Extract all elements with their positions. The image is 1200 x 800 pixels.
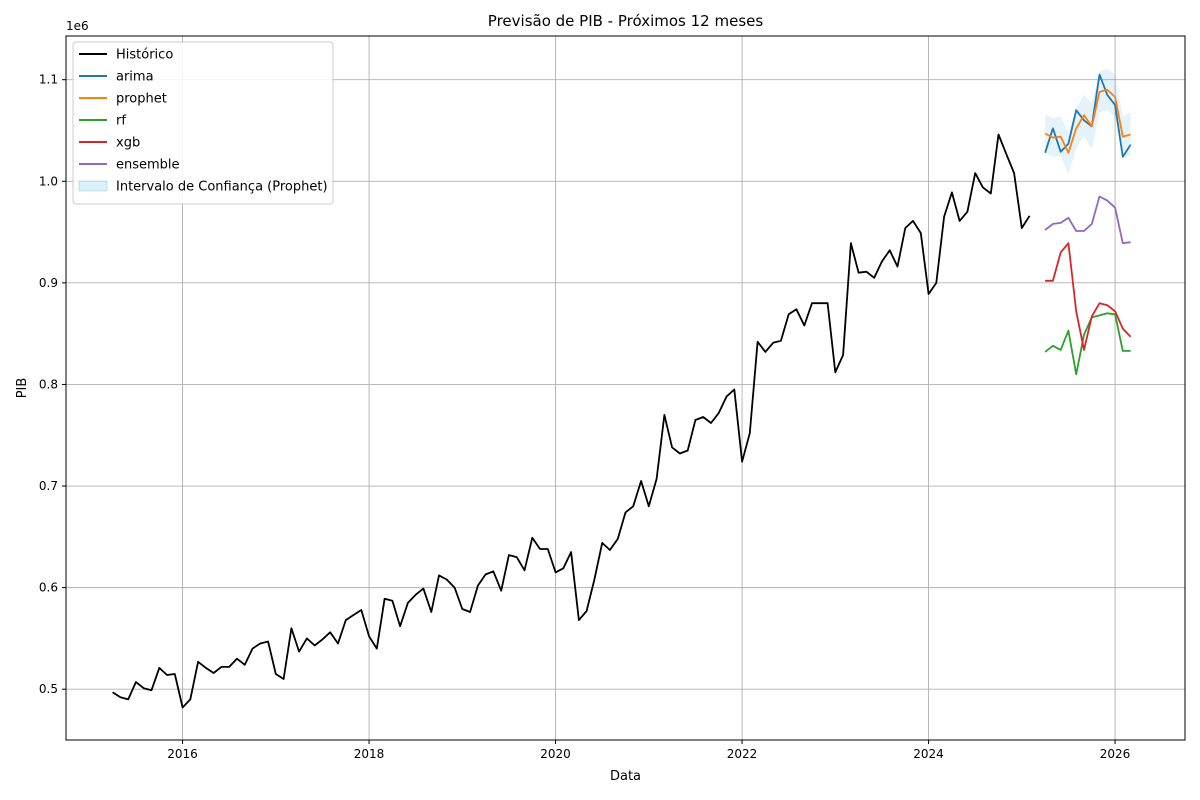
x-tick-label: 2016: [167, 747, 198, 761]
x-axis-title: Data: [610, 769, 641, 784]
x-axis-ticks: 2016 2018 2020 2022 2024 2026: [167, 740, 1130, 761]
series-line-historico: [112, 133, 1031, 709]
y-tick-label: 0.8: [39, 377, 58, 391]
y-tick-label: 1.0: [39, 174, 58, 188]
y-offset-label: 1e6: [66, 19, 89, 33]
legend-box: [72, 41, 334, 205]
plot-frame: [65, 35, 1186, 741]
x-tick-label: 2022: [727, 747, 758, 761]
x-tick-label: 2024: [913, 747, 944, 761]
legend-label: prophet: [116, 92, 167, 107]
legend-label: xgb: [116, 136, 140, 151]
y-tick-label: 1.1: [39, 73, 58, 87]
y-axis-ticks: 0.5 0.6 0.7 0.8 0.9 1.0 1.1: [39, 73, 66, 696]
x-tick-label: 2020: [540, 747, 571, 761]
series-line-prophet: [1044, 88, 1131, 154]
legend-label: Histórico: [116, 48, 173, 63]
legend: Histórico arima prophet rf xgb ensemble Interv…: [72, 41, 334, 205]
y-axis-title: PIB: [15, 378, 30, 399]
series-line-ensemble: [1044, 195, 1131, 245]
series-line-rf: [1044, 312, 1131, 376]
legend-swatch: [78, 180, 108, 192]
chart-title: Previsão de PIB - Próximos 12 meses: [488, 12, 764, 30]
series-layer: [112, 73, 1132, 709]
legend-label: Intervalo de Confiança (Prophet): [116, 180, 328, 195]
x-tick-label: 2026: [1100, 747, 1131, 761]
series-line-arima: [1044, 73, 1132, 158]
legend-label: ensemble: [116, 158, 180, 173]
y-tick-label: 0.7: [39, 479, 58, 493]
series-line-xgb: [1045, 242, 1132, 351]
legend-label: rf: [116, 114, 126, 129]
x-tick-label: 2018: [354, 747, 385, 761]
y-tick-label: 0.9: [39, 276, 58, 290]
y-tick-label: 0.5: [39, 682, 58, 696]
y-tick-label: 0.6: [39, 581, 58, 595]
legend-label: arima: [116, 70, 154, 85]
